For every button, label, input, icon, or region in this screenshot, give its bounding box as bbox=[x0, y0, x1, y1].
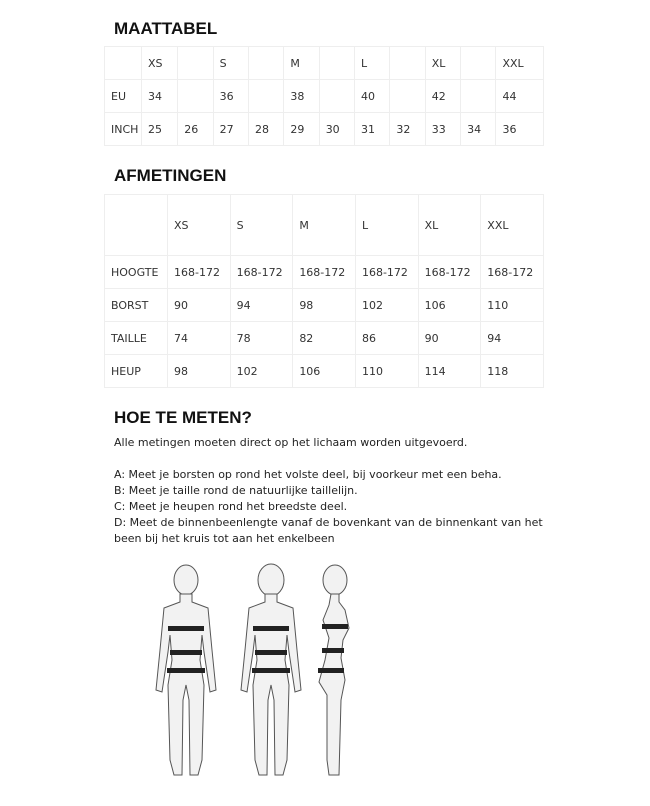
table-cell bbox=[247, 79, 285, 113]
step-c: C: Meet je heupen rond het breedste deel… bbox=[114, 500, 348, 513]
table-cell: 34 bbox=[460, 112, 497, 146]
how-to-steps: A: Meet je borsten op rond het volste de… bbox=[114, 467, 554, 547]
table-cell bbox=[460, 79, 497, 113]
table-cell: 168-172 bbox=[229, 255, 294, 289]
table-cell: 118 bbox=[480, 354, 544, 388]
figure-side bbox=[318, 564, 350, 776]
table-cell: 36 bbox=[495, 112, 544, 146]
table-cell: 102 bbox=[354, 288, 419, 322]
how-to-title: HOE TE METEN? bbox=[114, 408, 252, 427]
measurements-title: AFMETINGEN bbox=[114, 166, 227, 185]
table-cell: 31 bbox=[354, 112, 391, 146]
table-cell bbox=[177, 46, 214, 80]
how-to-intro: Alle metingen moeten direct op het licha… bbox=[114, 436, 468, 449]
table-cell: 42 bbox=[424, 79, 462, 113]
table-cell: M bbox=[283, 46, 320, 80]
step-d: D: Meet de binnenbeenlengte vanaf de bov… bbox=[114, 516, 543, 545]
table-cell: XXL bbox=[480, 194, 544, 256]
table-cell: S bbox=[212, 46, 249, 80]
table-cell: 110 bbox=[480, 288, 544, 322]
table-row: BORST 90 94 98 102 106 110 bbox=[104, 288, 544, 322]
table-row: EU 34 36 38 40 42 44 bbox=[104, 79, 544, 113]
table-cell: S bbox=[229, 194, 294, 256]
table-cell: 36 bbox=[212, 79, 249, 113]
table-cell: 106 bbox=[417, 288, 482, 322]
table-row: HOOGTE 168-172 168-172 168-172 168-172 168-17… bbox=[104, 255, 544, 289]
table-cell: 168-172 bbox=[292, 255, 356, 289]
table-cell: 29 bbox=[283, 112, 320, 146]
table-cell bbox=[104, 194, 168, 256]
table-cell: 168-172 bbox=[417, 255, 482, 289]
table-cell: 74 bbox=[167, 321, 231, 355]
table-cell: 28 bbox=[247, 112, 285, 146]
table-cell: 106 bbox=[292, 354, 356, 388]
table-cell: L bbox=[354, 46, 391, 80]
table-cell: XS bbox=[140, 46, 179, 80]
table-cell: 44 bbox=[495, 79, 544, 113]
body-measurement-illustration bbox=[155, 563, 350, 776]
table-row: XS S M L XL XXL bbox=[104, 46, 544, 80]
table-cell: BORST bbox=[104, 288, 168, 322]
table-cell: EU bbox=[104, 79, 142, 113]
table-cell: 102 bbox=[229, 354, 294, 388]
table-cell bbox=[389, 46, 426, 80]
table-cell bbox=[177, 79, 214, 113]
table-row: HEUP 98 102 106 110 114 118 bbox=[104, 354, 544, 388]
table-cell: 94 bbox=[480, 321, 544, 355]
table-cell: INCH bbox=[104, 112, 142, 146]
step-b: B: Meet je taille rond de natuurlijke ta… bbox=[114, 484, 358, 497]
table-cell bbox=[389, 79, 426, 113]
table-cell: 25 bbox=[140, 112, 179, 146]
table-cell: HEUP bbox=[104, 354, 168, 388]
table-cell: 98 bbox=[292, 288, 356, 322]
table-cell: XL bbox=[424, 46, 462, 80]
table-cell bbox=[104, 46, 142, 80]
figure-back bbox=[240, 563, 302, 776]
figure-front bbox=[155, 564, 217, 776]
table-cell bbox=[460, 46, 497, 80]
table-row: INCH 25 26 27 28 29 30 31 32 33 34 36 bbox=[104, 112, 544, 146]
size-chart-title: MAATTABEL bbox=[114, 19, 218, 38]
table-cell: 34 bbox=[140, 79, 179, 113]
table-cell: 26 bbox=[177, 112, 214, 146]
table-cell: XS bbox=[167, 194, 231, 256]
table-row: TAILLE 74 78 82 86 90 94 bbox=[104, 321, 544, 355]
table-cell: 110 bbox=[354, 354, 419, 388]
table-cell bbox=[247, 46, 285, 80]
table-cell: 86 bbox=[354, 321, 419, 355]
table-cell: L bbox=[354, 194, 419, 256]
table-cell: 90 bbox=[417, 321, 482, 355]
table-cell bbox=[318, 79, 356, 113]
table-cell: HOOGTE bbox=[104, 255, 168, 289]
table-cell: 40 bbox=[354, 79, 391, 113]
table-cell: 168-172 bbox=[167, 255, 231, 289]
table-cell: 82 bbox=[292, 321, 356, 355]
table-cell: 27 bbox=[212, 112, 249, 146]
table-cell: 90 bbox=[167, 288, 231, 322]
table-cell: XL bbox=[417, 194, 482, 256]
table-cell: 168-172 bbox=[480, 255, 544, 289]
table-cell: 30 bbox=[318, 112, 356, 146]
table-cell: 78 bbox=[229, 321, 294, 355]
size-chart-table: XS S M L XL XXL EU 34 36 38 40 42 44 INCH 25 26 27 28 29 30… bbox=[104, 46, 544, 146]
table-cell bbox=[318, 46, 356, 80]
table-cell: 33 bbox=[424, 112, 462, 146]
table-cell: TAILLE bbox=[104, 321, 168, 355]
step-a: A: Meet je borsten op rond het volste de… bbox=[114, 468, 502, 481]
table-cell: M bbox=[292, 194, 356, 256]
table-cell: XXL bbox=[495, 46, 544, 80]
measurements-table: XS S M L XL XXL HOOGTE 168-172 168-172 168-172 168… bbox=[104, 194, 544, 388]
table-cell: 168-172 bbox=[354, 255, 419, 289]
table-cell: 32 bbox=[389, 112, 426, 146]
table-row: XS S M L XL XXL bbox=[104, 194, 544, 256]
table-cell: 38 bbox=[283, 79, 320, 113]
table-cell: 98 bbox=[167, 354, 231, 388]
table-cell: 94 bbox=[229, 288, 294, 322]
table-cell: 114 bbox=[417, 354, 482, 388]
